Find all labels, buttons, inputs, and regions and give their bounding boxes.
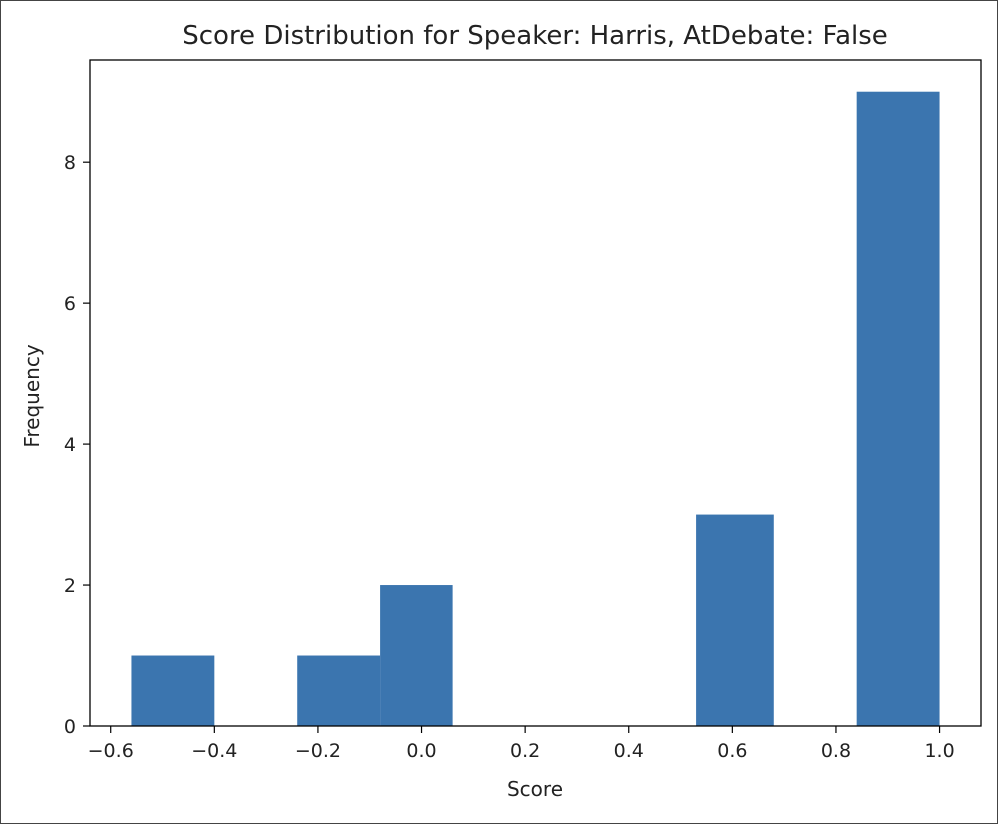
chart-title: Score Distribution for Speaker: Harris, … xyxy=(182,21,888,51)
x-axis: −0.6 −0.4 −0.2 0.0 0.2 0.4 0.6 0.8 1.0 xyxy=(88,726,955,762)
x-tick-label: −0.4 xyxy=(191,740,237,762)
x-tick-label: −0.6 xyxy=(88,740,134,762)
x-axis-label: Score xyxy=(507,777,563,801)
x-tick-label: 0.8 xyxy=(821,740,851,762)
x-tick-label: 0.2 xyxy=(510,740,540,762)
x-tick-label: 0.0 xyxy=(406,740,436,762)
histogram-bar-0 xyxy=(131,655,215,726)
histogram-bar-3 xyxy=(380,585,453,726)
y-tick-label: 8 xyxy=(64,152,76,174)
x-tick-label: 0.4 xyxy=(614,740,644,762)
histogram-bar-2 xyxy=(297,655,381,726)
plot-area xyxy=(89,59,982,727)
histogram-bar-9 xyxy=(856,91,940,726)
y-axis-label: Frequency xyxy=(20,344,44,447)
x-tick-label: 0.6 xyxy=(717,740,747,762)
x-tick-label: 1.0 xyxy=(924,740,954,762)
y-tick-label: 0 xyxy=(64,716,76,738)
bars-group xyxy=(131,91,940,726)
y-tick-label: 4 xyxy=(64,434,76,456)
x-tick-label: −0.2 xyxy=(295,740,341,762)
y-axis: 0 2 4 6 8 xyxy=(64,152,90,738)
histogram-bar-7 xyxy=(696,514,774,726)
y-tick-label: 6 xyxy=(64,293,76,315)
y-tick-label: 2 xyxy=(64,575,76,597)
